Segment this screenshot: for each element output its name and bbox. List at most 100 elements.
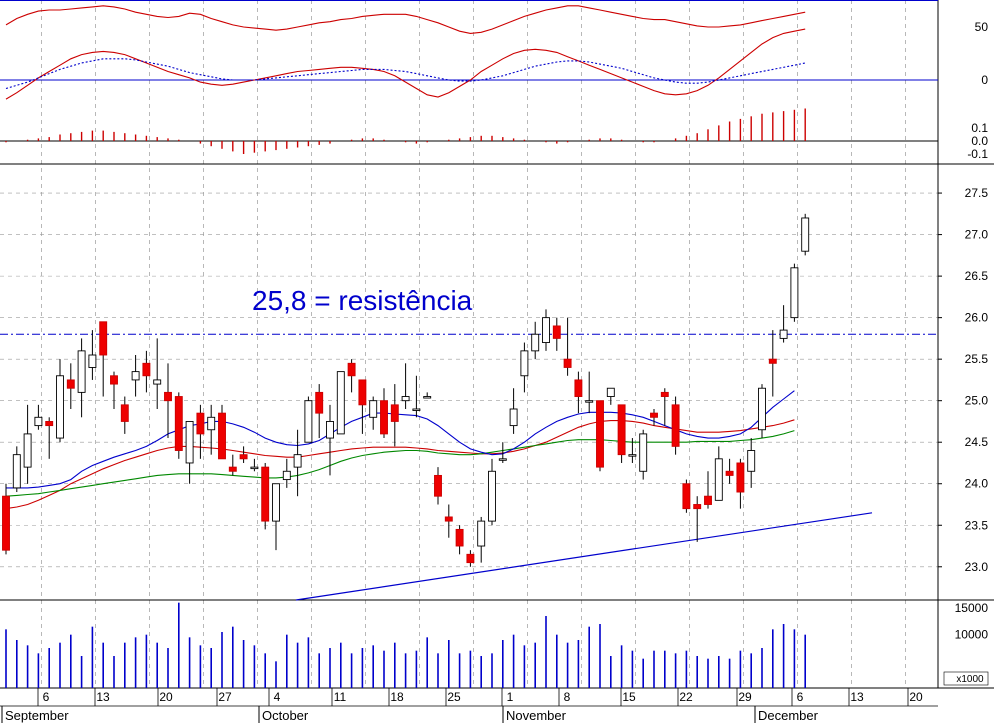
- price-tick-label: 23.0: [965, 560, 989, 574]
- price-tick-label: 24.5: [965, 435, 989, 449]
- candle-down: [99, 321, 108, 356]
- candle-down: [563, 358, 572, 368]
- candle-down: [444, 516, 453, 522]
- candle-up: [779, 329, 788, 339]
- candle-down: [315, 391, 324, 414]
- candle-down: [768, 358, 777, 364]
- volume-multiplier-label: x1000: [956, 674, 984, 685]
- x-day-label: 15: [622, 690, 636, 704]
- support-trendline: [295, 512, 873, 601]
- candle-up: [790, 267, 799, 319]
- x-month-label: December: [758, 708, 819, 723]
- candle-down: [228, 466, 237, 472]
- volume-tick-label: 10000: [955, 628, 989, 642]
- candle-up: [336, 371, 345, 435]
- candle-down: [596, 400, 604, 468]
- candle-up: [304, 400, 313, 443]
- candle-up: [131, 371, 140, 381]
- candle-up: [369, 400, 378, 418]
- oscillator-panel: [0, 5, 938, 100]
- candle-down: [174, 396, 183, 451]
- histogram-tick-label: -0.1: [967, 147, 988, 161]
- candle-down: [617, 404, 626, 456]
- candle-up: [423, 396, 432, 399]
- candle-down: [704, 495, 712, 505]
- histogram-tick-label: 0.1: [971, 121, 988, 135]
- candle-up: [531, 333, 540, 352]
- candle-down: [239, 454, 248, 460]
- x-month-label: November: [506, 708, 567, 723]
- candle-down: [466, 553, 475, 564]
- candle-down: [693, 504, 702, 510]
- oscillator-tick-label: 50: [975, 20, 989, 34]
- candle-up: [34, 416, 43, 427]
- candle-up: [509, 408, 518, 427]
- x-day-label: 25: [447, 690, 461, 704]
- candle-up: [520, 350, 529, 377]
- candle-up: [272, 483, 280, 522]
- x-day-label: 6: [797, 690, 804, 704]
- candle-down: [380, 400, 388, 435]
- x-day-label: 6: [43, 690, 50, 704]
- volume-tick-label: 15000: [955, 601, 989, 615]
- candle-up: [412, 408, 421, 411]
- candle-up: [628, 454, 637, 457]
- x-day-label: 13: [850, 690, 864, 704]
- price-tick-label: 23.5: [965, 518, 989, 532]
- x-day-label: 27: [218, 690, 232, 704]
- x-day-label: 13: [96, 690, 110, 704]
- candle-up: [153, 379, 162, 385]
- candle-down: [120, 404, 129, 422]
- candle-up: [639, 433, 648, 472]
- candle-up: [747, 450, 756, 472]
- oscillator-upper-line: [5, 5, 806, 34]
- x-day-label: 1: [507, 690, 514, 704]
- candle-down: [261, 466, 270, 522]
- x-day-label: 20: [909, 690, 923, 704]
- candle-up: [801, 217, 810, 252]
- candle-up: [293, 454, 302, 468]
- candle-up: [77, 350, 86, 393]
- candle-up: [250, 466, 259, 470]
- candle-down: [552, 325, 561, 339]
- candle-down: [650, 412, 658, 418]
- candle-down: [196, 412, 205, 435]
- price-tick-label: 26.5: [965, 269, 989, 283]
- x-day-label: 29: [738, 690, 752, 704]
- price-panel: [0, 213, 938, 601]
- candle-down: [671, 404, 680, 447]
- histogram-tick-label: 0.0: [971, 134, 988, 148]
- x-day-label: 20: [159, 690, 173, 704]
- candle-up: [282, 470, 291, 481]
- moving-average-mid: [5, 419, 795, 510]
- x-month-label: October: [262, 708, 309, 723]
- moving-average-fast: [6, 390, 795, 489]
- moving-average-slow: [5, 430, 795, 497]
- price-tick-label: 27.0: [965, 228, 989, 242]
- candle-down: [66, 379, 75, 389]
- candle-up: [606, 387, 615, 397]
- candle-up: [488, 470, 496, 522]
- candle-up: [207, 416, 216, 431]
- x-day-label: 22: [679, 690, 693, 704]
- candle-down: [110, 375, 118, 385]
- x-month-label: September: [5, 708, 69, 723]
- candle-up: [498, 458, 507, 461]
- price-tick-label: 26.0: [965, 311, 989, 325]
- volume-multiplier-box: [943, 671, 989, 686]
- oscillator-tick-label: 0: [981, 73, 988, 87]
- candle-up: [56, 375, 64, 439]
- candle-up: [23, 433, 32, 468]
- candle-down: [682, 483, 691, 510]
- candle-down: [142, 362, 151, 377]
- candle-down: [725, 470, 734, 476]
- price-tick-label: 25.5: [965, 352, 989, 366]
- candle-up: [585, 400, 594, 403]
- candle-down: [2, 495, 10, 551]
- candle-down: [434, 474, 442, 497]
- resistance-annotation: 25,8 = resistência: [252, 285, 473, 316]
- candle-up: [185, 420, 194, 464]
- candle-down: [660, 391, 669, 397]
